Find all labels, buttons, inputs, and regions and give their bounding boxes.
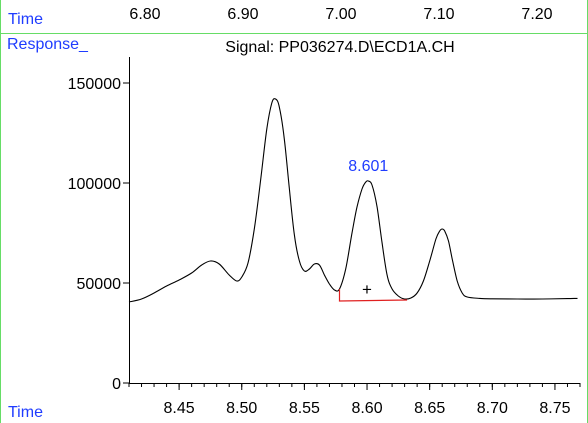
chart-title: Signal: PP036274.D\ECD1A.CH	[225, 39, 454, 56]
x-tick-label: 8.45	[164, 400, 195, 417]
top-time-axis: Time 6.80 6.90 7.00 7.10 7.20	[8, 6, 553, 28]
top-time-label: Time	[8, 11, 43, 28]
x-tick-label: 8.60	[351, 400, 382, 417]
top-tick-label: 6.80	[129, 6, 160, 23]
x-tick-label: 8.50	[226, 400, 257, 417]
top-tick-label: 6.90	[227, 6, 258, 23]
y-tick-label: 150000	[68, 76, 121, 93]
x-axis-ticks: 8.45 8.50 8.55 8.60 8.65 8.70 8.75	[128, 383, 581, 417]
x-tick-label: 8.65	[414, 400, 445, 417]
x-axis-title: Time	[8, 404, 43, 421]
y-tick-label: 100000	[68, 176, 121, 193]
top-tick-label: 7.10	[423, 6, 454, 23]
y-axis-title: Response_	[7, 36, 89, 53]
y-axis-ticks: 0 50000 100000 150000	[68, 76, 129, 393]
signal-trace	[128, 98, 578, 303]
peak-retention-label: 8.601	[348, 158, 388, 175]
top-tick-label: 7.00	[325, 6, 356, 23]
x-tick-label: 8.75	[539, 400, 570, 417]
y-tick-label: 0	[112, 376, 121, 393]
top-tick-label: 7.20	[521, 6, 552, 23]
y-tick-label: 50000	[77, 276, 122, 293]
x-tick-label: 8.70	[477, 400, 508, 417]
x-tick-label: 8.55	[289, 400, 320, 417]
peak-baseline	[338, 289, 408, 302]
peak-marker-plus: +	[362, 280, 372, 299]
